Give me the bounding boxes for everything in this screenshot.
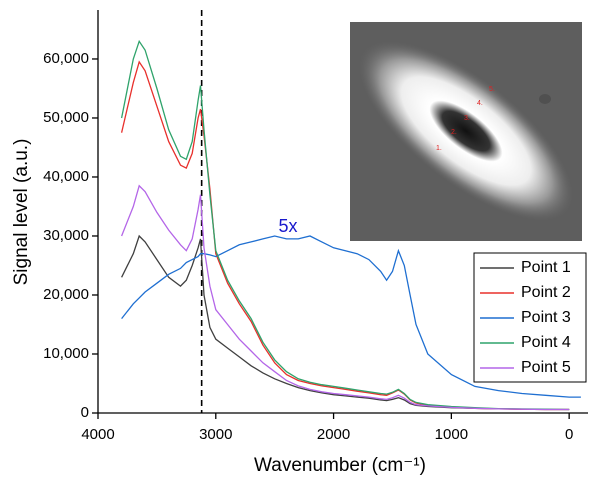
series-line xyxy=(120,184,570,411)
legend-label: Point 4 xyxy=(521,334,571,351)
x-tick-label: 3000 xyxy=(199,426,232,443)
y-tick-label: 20,000 xyxy=(43,286,89,303)
y-tick-label: 0 xyxy=(81,404,89,421)
annotation: 5x xyxy=(278,216,297,236)
x-axis-title: Wavenumber (cm⁻¹) xyxy=(254,455,426,476)
x-tick-label: 1000 xyxy=(435,426,468,443)
series-line xyxy=(120,39,570,411)
legend-label: Point 5 xyxy=(521,359,571,376)
x-tick-label: 2000 xyxy=(317,426,350,443)
y-tick-label: 30,000 xyxy=(43,227,89,244)
series-line xyxy=(121,235,581,398)
legend-label: Point 2 xyxy=(521,284,571,301)
inset-spot xyxy=(539,94,551,104)
legend: Point 1 Point 2 Point 3 Point 4 Point 5 xyxy=(473,252,587,383)
inset-label: 5. xyxy=(489,86,495,93)
legend-label: Point 1 xyxy=(521,259,571,276)
y-tick-label: 50,000 xyxy=(43,109,89,126)
x-tick-label: 4000 xyxy=(81,426,114,443)
inset-label: 4. xyxy=(477,100,483,107)
inset-glow xyxy=(358,41,574,221)
inset-label: 1. xyxy=(436,145,442,152)
inset-label: 2. xyxy=(451,129,457,136)
y-tick-label: 10,000 xyxy=(43,345,89,362)
y-tick-label: 60,000 xyxy=(43,50,89,67)
x-tick-label: 0 xyxy=(565,426,573,443)
y-tick-label: 40,000 xyxy=(43,168,89,185)
inset-image xyxy=(350,22,582,241)
y-axis-title: Signal level (a.u.) xyxy=(11,139,32,286)
inset-label: 3. xyxy=(464,115,470,122)
legend-label: Point 3 xyxy=(521,309,571,326)
